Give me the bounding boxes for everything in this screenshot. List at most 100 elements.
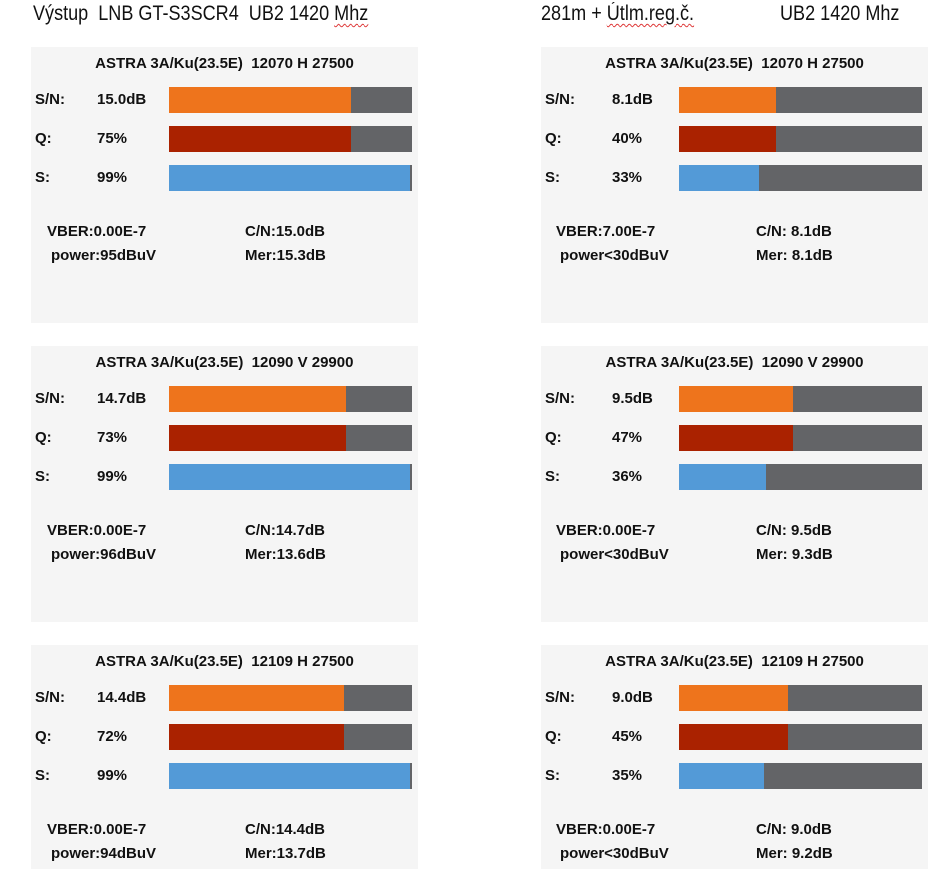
q-bar	[679, 425, 922, 451]
sn-bar	[169, 386, 412, 412]
q-label: Q:	[35, 728, 52, 745]
s-value: 35%	[612, 767, 643, 784]
sn-bar-fill	[169, 685, 344, 711]
right-title-misspelled-word: Útlm.reg.č.	[606, 2, 695, 25]
right-title-text: 281m +	[541, 2, 607, 25]
cn-value: C/N:14.4dB	[245, 821, 326, 838]
transponder-title: ASTRA 3A/Ku(23.5E) 12070 H 27500	[605, 55, 864, 72]
q-bar	[169, 425, 412, 451]
s-bar	[679, 464, 922, 490]
signal-panel: ASTRA 3A/Ku(23.5E) 12109 H 27500 S/N: 14.4…	[31, 645, 418, 869]
q-label: Q:	[545, 728, 562, 745]
sn-label: S/N:	[545, 689, 575, 706]
signal-panel: ASTRA 3A/Ku(23.5E) 12090 V 29900 S/N: 9.5d…	[541, 346, 928, 622]
q-value: 40%	[612, 130, 643, 147]
vber-value: VBER:7.00E-7	[556, 223, 656, 240]
sn-label: S/N:	[35, 689, 65, 706]
s-label: S:	[35, 468, 50, 485]
sn-value: 9.5dB	[612, 390, 653, 407]
s-bar	[679, 763, 922, 789]
s-bar-fill	[169, 165, 410, 191]
sn-value: 9.0dB	[612, 689, 653, 706]
vber-value: VBER:0.00E-7	[47, 522, 147, 539]
transponder-title: ASTRA 3A/Ku(23.5E) 12090 V 29900	[95, 354, 354, 371]
s-bar-fill	[679, 464, 767, 490]
power-value: power<30dBuV	[560, 247, 669, 264]
left-column-title: Výstup LNB GT-S3SCR4 UB2 1420 Mhz	[33, 2, 368, 26]
sn-bar-fill	[679, 685, 789, 711]
power-value: power:94dBuV	[51, 845, 157, 862]
q-bar-fill	[169, 724, 344, 750]
vber-value: VBER:0.00E-7	[47, 821, 147, 838]
q-value: 73%	[97, 429, 128, 446]
power-value: power<30dBuV	[560, 845, 669, 862]
signal-panel: ASTRA 3A/Ku(23.5E) 12070 H 27500 S/N: 15.0…	[31, 47, 418, 323]
left-title-text: Výstup LNB GT-S3SCR4 UB2 1420	[33, 2, 335, 25]
s-bar	[679, 165, 922, 191]
cn-value: C/N:15.0dB	[245, 223, 326, 240]
cn-value: C/N: 8.1dB	[756, 223, 832, 240]
s-value: 99%	[97, 767, 128, 784]
sn-bar	[169, 685, 412, 711]
s-bar	[169, 464, 412, 490]
q-bar-fill	[679, 425, 794, 451]
sn-value: 8.1dB	[612, 91, 653, 108]
q-value: 47%	[612, 429, 643, 446]
mer-value: Mer:15.3dB	[245, 247, 326, 264]
sn-bar-fill	[679, 386, 794, 412]
mer-value: Mer:13.7dB	[245, 845, 326, 862]
transponder-title: ASTRA 3A/Ku(23.5E) 12109 H 27500	[95, 653, 354, 670]
sn-value: 14.4dB	[97, 689, 147, 706]
s-bar-fill	[169, 464, 410, 490]
s-value: 99%	[97, 169, 128, 186]
sn-value: 14.7dB	[97, 390, 147, 407]
q-bar	[679, 724, 922, 750]
power-value: power<30dBuV	[560, 546, 669, 563]
s-value: 33%	[612, 169, 643, 186]
s-bar-fill	[679, 763, 765, 789]
sn-bar	[679, 386, 922, 412]
signal-panel: ASTRA 3A/Ku(23.5E) 12090 V 29900 S/N: 14.7…	[31, 346, 418, 622]
q-bar	[169, 126, 412, 152]
signal-panel: ASTRA 3A/Ku(23.5E) 12070 H 27500 S/N: 8.1d…	[541, 47, 928, 323]
s-bar	[169, 763, 412, 789]
power-value: power:96dBuV	[51, 546, 157, 563]
s-label: S:	[545, 169, 560, 186]
sn-label: S/N:	[545, 91, 575, 108]
s-label: S:	[545, 767, 560, 784]
q-value: 75%	[97, 130, 128, 147]
mer-value: Mer: 9.2dB	[756, 845, 833, 862]
s-bar	[169, 165, 412, 191]
s-bar-fill	[679, 165, 760, 191]
sn-value: 15.0dB	[97, 91, 147, 108]
sn-bar	[679, 87, 922, 113]
mer-value: Mer:13.6dB	[245, 546, 326, 563]
vber-value: VBER:0.00E-7	[556, 522, 656, 539]
cn-value: C/N: 9.5dB	[756, 522, 832, 539]
mer-value: Mer: 9.3dB	[756, 546, 833, 563]
transponder-title: ASTRA 3A/Ku(23.5E) 12070 H 27500	[95, 55, 354, 72]
vber-value: VBER:0.00E-7	[47, 223, 147, 240]
q-label: Q:	[545, 130, 562, 147]
q-bar	[169, 724, 412, 750]
power-value: power:95dBuV	[51, 247, 157, 264]
sn-label: S/N:	[545, 390, 575, 407]
q-label: Q:	[35, 429, 52, 446]
cn-value: C/N: 9.0dB	[756, 821, 832, 838]
right-column-title-suffix: UB2 1420 Mhz	[780, 2, 900, 25]
vber-value: VBER:0.00E-7	[556, 821, 656, 838]
q-value: 72%	[97, 728, 128, 745]
s-label: S:	[545, 468, 560, 485]
q-bar-fill	[679, 126, 777, 152]
sn-label: S/N:	[35, 91, 65, 108]
s-label: S:	[35, 169, 50, 186]
sn-label: S/N:	[35, 390, 65, 407]
q-bar	[679, 126, 922, 152]
sn-bar-fill	[169, 87, 352, 113]
q-label: Q:	[35, 130, 52, 147]
sn-bar	[679, 685, 922, 711]
left-title-misspelled-word: Mhz	[334, 2, 369, 25]
s-value: 99%	[97, 468, 128, 485]
q-bar-fill	[169, 425, 347, 451]
signal-panel: ASTRA 3A/Ku(23.5E) 12109 H 27500 S/N: 9.0d…	[541, 645, 928, 869]
